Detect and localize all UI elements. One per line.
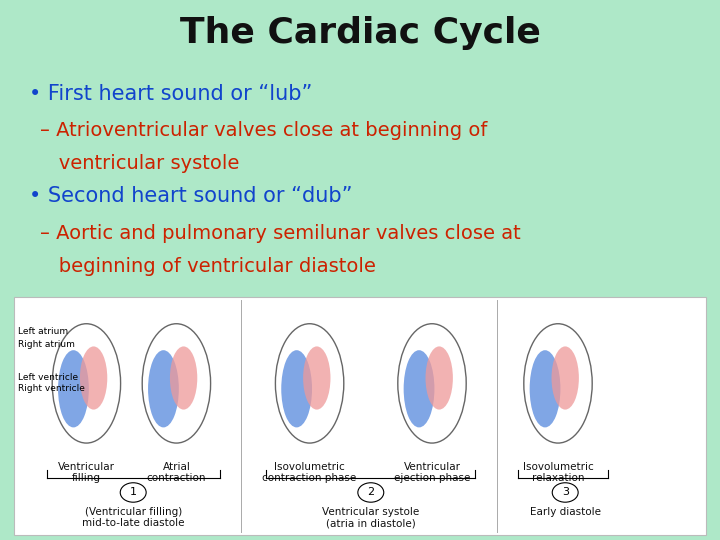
Ellipse shape (530, 350, 560, 428)
Text: – Atrioventricular valves close at beginning of: – Atrioventricular valves close at begin… (40, 122, 487, 140)
Circle shape (552, 483, 578, 502)
Text: Atrial
contraction: Atrial contraction (147, 462, 206, 483)
Text: 3: 3 (562, 488, 569, 497)
Text: ventricular systole: ventricular systole (40, 154, 239, 173)
Text: mid-to-late diastole: mid-to-late diastole (82, 518, 184, 529)
Ellipse shape (303, 347, 330, 409)
Text: Isovolumetric
relaxation: Isovolumetric relaxation (523, 462, 593, 483)
Ellipse shape (397, 324, 467, 443)
Text: Ventricular systole: Ventricular systole (322, 507, 420, 517)
Text: (Ventricular filling): (Ventricular filling) (84, 507, 182, 517)
Text: Ventricular
filling: Ventricular filling (58, 462, 115, 483)
Text: • Second heart sound or “dub”: • Second heart sound or “dub” (29, 186, 352, 206)
Ellipse shape (80, 347, 107, 409)
Text: (atria in diastole): (atria in diastole) (326, 518, 415, 529)
Text: Right atrium: Right atrium (18, 340, 75, 349)
Ellipse shape (404, 350, 434, 428)
Text: Left ventricle: Left ventricle (18, 373, 78, 382)
Text: • First heart sound or “lub”: • First heart sound or “lub” (29, 84, 312, 104)
Ellipse shape (52, 324, 121, 443)
Ellipse shape (282, 350, 312, 428)
Text: Left atrium: Left atrium (18, 327, 68, 336)
Ellipse shape (58, 350, 89, 428)
Ellipse shape (170, 347, 197, 409)
Ellipse shape (552, 347, 579, 409)
Text: beginning of ventricular diastole: beginning of ventricular diastole (40, 256, 375, 275)
Text: 1: 1 (130, 488, 137, 497)
Text: Isovolumetric
contraction phase: Isovolumetric contraction phase (263, 462, 356, 483)
Ellipse shape (523, 324, 593, 443)
Circle shape (358, 483, 384, 502)
Ellipse shape (426, 347, 453, 409)
Text: Ventricular
ejection phase: Ventricular ejection phase (394, 462, 470, 483)
FancyBboxPatch shape (14, 297, 706, 535)
Text: Right ventricle: Right ventricle (18, 384, 85, 394)
Circle shape (120, 483, 146, 502)
Ellipse shape (142, 324, 211, 443)
Ellipse shape (148, 350, 179, 428)
Text: Early diastole: Early diastole (530, 507, 600, 517)
Text: The Cardiac Cycle: The Cardiac Cycle (179, 16, 541, 50)
Text: – Aortic and pulmonary semilunar valves close at: – Aortic and pulmonary semilunar valves … (40, 224, 521, 243)
Text: 2: 2 (367, 488, 374, 497)
Ellipse shape (276, 324, 344, 443)
